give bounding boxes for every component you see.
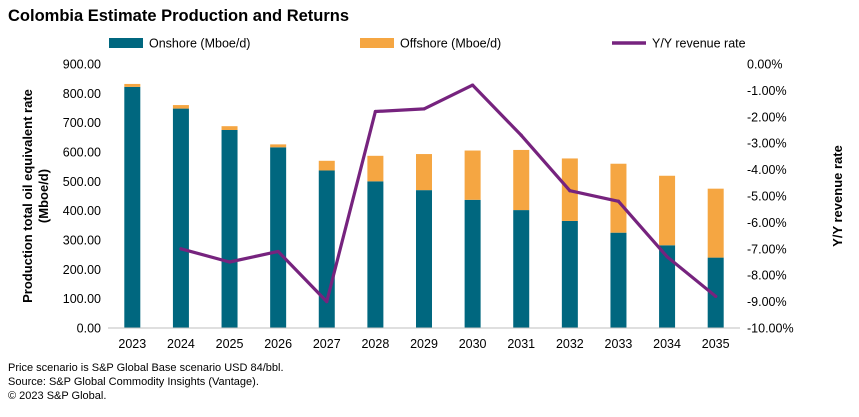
y2-tick-label: -10.00% — [747, 322, 794, 336]
offshore-bar-2028 — [367, 155, 384, 182]
y-tick-label: 200.00 — [63, 263, 101, 277]
y2-tick-label: -3.00% — [747, 137, 787, 151]
x-tick-label-2024: 2024 — [167, 337, 195, 351]
y2-tick-label: -6.00% — [747, 216, 787, 230]
x-tick-label-2032: 2032 — [556, 337, 584, 351]
revenue-rate-line — [179, 83, 718, 304]
footnotes: Price scenario is S&P Global Base scenar… — [8, 361, 284, 403]
y-tick-label: 300.00 — [63, 234, 101, 248]
x-tick-label-2033: 2033 — [605, 337, 633, 351]
legend-swatch-onshore — [109, 38, 143, 48]
y-tick-label: 0.00 — [77, 322, 101, 336]
chart-title: Colombia Estimate Production and Returns — [8, 7, 350, 25]
y-axis-title-line: Production total oil equivalent rate — [20, 89, 35, 303]
onshore-bar-2028 — [367, 181, 384, 328]
y-axis-title-line: (Mboe/d) — [36, 169, 51, 223]
revenue-rate-point-2035 — [714, 294, 718, 298]
y2-tick-label: -7.00% — [747, 242, 787, 256]
onshore-bar-2032 — [561, 220, 578, 328]
revenue-rate-point-2031 — [519, 133, 523, 137]
y2-tick-label: -5.00% — [747, 190, 787, 204]
offshore-bar-2035 — [707, 188, 724, 258]
y-tick-label: 500.00 — [63, 175, 101, 189]
revenue-rate-point-2025 — [227, 260, 232, 264]
y-axis-title: Production total oil equivalent rate(Mbo… — [20, 89, 51, 303]
chart: Onshore (Mboe/d) Offshore (Mboe/d) Y/Y rev… — [20, 37, 845, 352]
offshore-bar-2029 — [416, 154, 432, 191]
revenue-rate-point-2026 — [276, 249, 280, 254]
y-tick-label: 700.00 — [63, 116, 101, 130]
onshore-bar-2026 — [270, 147, 287, 328]
offshore-bar-2026 — [270, 144, 287, 148]
onshore-bar-2033 — [610, 232, 627, 328]
x-tick-label-2035: 2035 — [702, 337, 730, 351]
y2-tick-label: -8.00% — [747, 269, 787, 283]
revenue-rate-point-2030 — [471, 83, 475, 87]
axis-titles: Production total oil equivalent rate(Mbo… — [20, 89, 845, 303]
revenue-rate-point-2032 — [568, 189, 572, 193]
left-axis: 0.00 100.00 200.00 300.00 400.00 500.00 600.00… — [63, 58, 101, 336]
legend: Onshore (Mboe/d) Offshore (Mboe/d) Y/Y rev… — [109, 37, 746, 51]
x-axis: 2023 2024 2025 2026 2027 2028 2029 2030 2031 2032… — [108, 327, 740, 351]
right-axis: -10.00% -9.00% -8.00% -7.00% -6.00% -5.00% -4.… — [747, 58, 794, 336]
offshore-bar-2027 — [318, 160, 335, 171]
y-tick-label: 800.00 — [63, 87, 101, 101]
footnote-price-scenario: Price scenario is S&P Global Base scenar… — [8, 362, 284, 374]
x-tick-label-2026: 2026 — [264, 337, 292, 351]
offshore-bar-2033 — [610, 163, 627, 233]
legend-label-revenue-rate: Y/Y revenue rate — [652, 37, 746, 51]
x-tick-label-2027: 2027 — [313, 337, 341, 351]
x-tick-label-2025: 2025 — [216, 337, 244, 351]
bars — [124, 83, 724, 328]
onshore-bar-2024 — [172, 108, 189, 328]
offshore-bar-2024 — [172, 105, 189, 109]
onshore-bar-2030 — [464, 199, 481, 328]
onshore-bar-2031 — [513, 210, 530, 328]
x-tick-label-2034: 2034 — [653, 337, 681, 351]
y-tick-label: 400.00 — [63, 204, 101, 218]
revenue-rate-point-2024 — [179, 247, 183, 251]
revenue-rate-point-2029 — [422, 107, 426, 111]
x-tick-label-2029: 2029 — [410, 337, 438, 351]
revenue-line-layer — [179, 83, 718, 304]
onshore-bar-2027 — [318, 170, 335, 328]
offshore-bar-2023 — [124, 83, 141, 87]
onshore-bar-2035 — [707, 257, 724, 328]
x-tick-label-2030: 2030 — [459, 337, 487, 351]
onshore-bar-2025 — [221, 130, 238, 328]
revenue-rate-point-2033 — [616, 199, 621, 203]
onshore-bar-2023 — [124, 86, 141, 328]
footnote-source: Source: S&P Global Commodity Insights (V… — [8, 376, 259, 388]
offshore-bar-2031 — [513, 149, 530, 211]
x-tick-label-2023: 2023 — [118, 337, 146, 351]
onshore-bar-2034 — [659, 245, 676, 328]
revenue-rate-point-2027 — [325, 300, 329, 304]
y-tick-label: 900.00 — [63, 58, 101, 72]
offshore-bar-2030 — [464, 150, 481, 200]
offshore-bar-2025 — [221, 126, 238, 130]
onshore-bar-2029 — [416, 190, 432, 328]
legend-swatch-offshore — [360, 38, 394, 48]
revenue-rate-point-2028 — [373, 109, 377, 114]
y2-tick-label: -1.00% — [747, 84, 787, 98]
x-tick-label-2028: 2028 — [361, 337, 389, 351]
offshore-bar-2034 — [659, 175, 676, 246]
y2-axis-title: Y/Y revenue rate — [830, 145, 845, 247]
y2-tick-label: -4.00% — [747, 163, 787, 177]
legend-label-onshore: Onshore (Mboe/d) — [149, 37, 250, 51]
footnote-copyright: © 2023 S&P Global. — [8, 390, 107, 402]
y2-tick-label: -2.00% — [747, 110, 787, 124]
y2-tick-label: 0.00% — [747, 58, 782, 72]
y-tick-label: 100.00 — [63, 292, 101, 306]
y-tick-label: 600.00 — [63, 146, 101, 160]
x-tick-label-2031: 2031 — [507, 337, 535, 351]
legend-label-offshore: Offshore (Mboe/d) — [400, 37, 501, 51]
y2-tick-label: -9.00% — [747, 295, 787, 309]
revenue-rate-point-2034 — [665, 255, 669, 259]
